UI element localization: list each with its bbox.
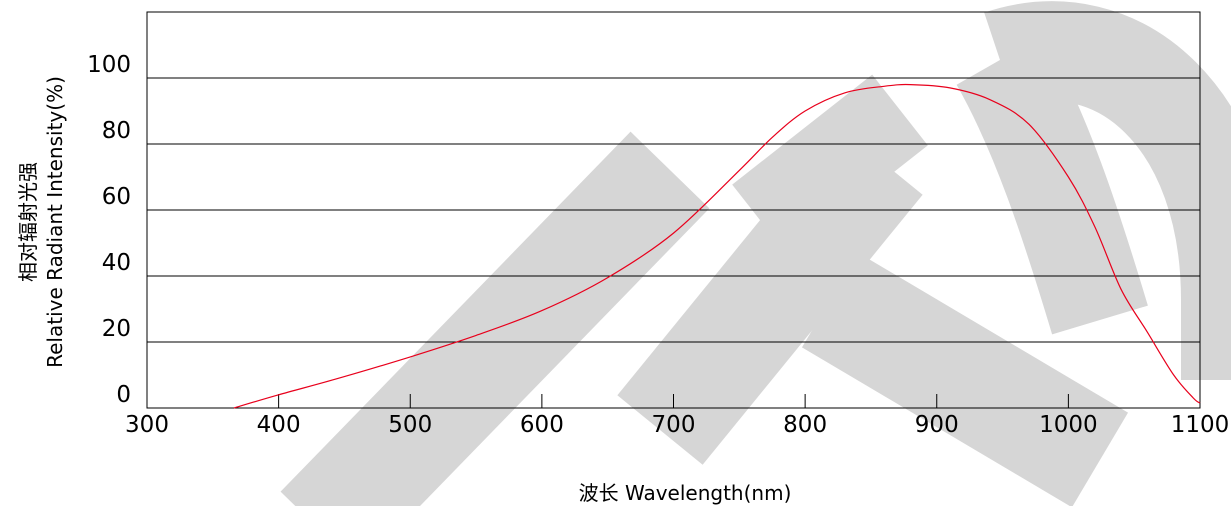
x-tick-label-700: 700 (652, 412, 696, 438)
y-tick-label-20: 20 (102, 316, 131, 342)
x-tick-label-600: 600 (520, 412, 564, 438)
series-group (233, 83, 1201, 409)
y-axis-title-cn: 相对辐射光强 (16, 162, 40, 282)
x-axis: 300 400 500 600 700 800 900 1000 1100 (125, 394, 1229, 438)
y-tick-label-0: 0 (116, 382, 131, 408)
y-tick-label-100: 100 (87, 52, 131, 78)
y-axis-title-en: Relative Radiant Intensity(%) (43, 76, 67, 368)
x-axis-title: 波长 Wavelength(nm) (579, 481, 792, 505)
x-tick-label-500: 500 (388, 412, 432, 438)
x-tick-label-900: 900 (915, 412, 959, 438)
watermark-t-stem (801, 252, 1129, 506)
series-line-0 (233, 83, 1201, 409)
x-tick-label-1100: 1100 (1171, 412, 1230, 438)
x-tick-label-800: 800 (783, 412, 827, 438)
y-tick-label-80: 80 (102, 118, 131, 144)
x-tick-label-1000: 1000 (1039, 412, 1098, 438)
watermark-d-left (280, 131, 710, 506)
watermark-o-inner (956, 35, 1148, 335)
watermark-letter-t (732, 74, 1129, 506)
y-axis: 0 20 40 60 80 100 (87, 52, 131, 408)
watermark-t-bar (732, 74, 928, 256)
x-tick-label-300: 300 (125, 412, 169, 438)
watermark-letter-o (956, 1, 1231, 380)
x-tick-label-400: 400 (257, 412, 301, 438)
y-tick-label-40: 40 (102, 250, 131, 276)
watermark (280, 1, 1231, 506)
y-tick-label-60: 60 (102, 184, 131, 210)
grid (147, 77, 1200, 343)
